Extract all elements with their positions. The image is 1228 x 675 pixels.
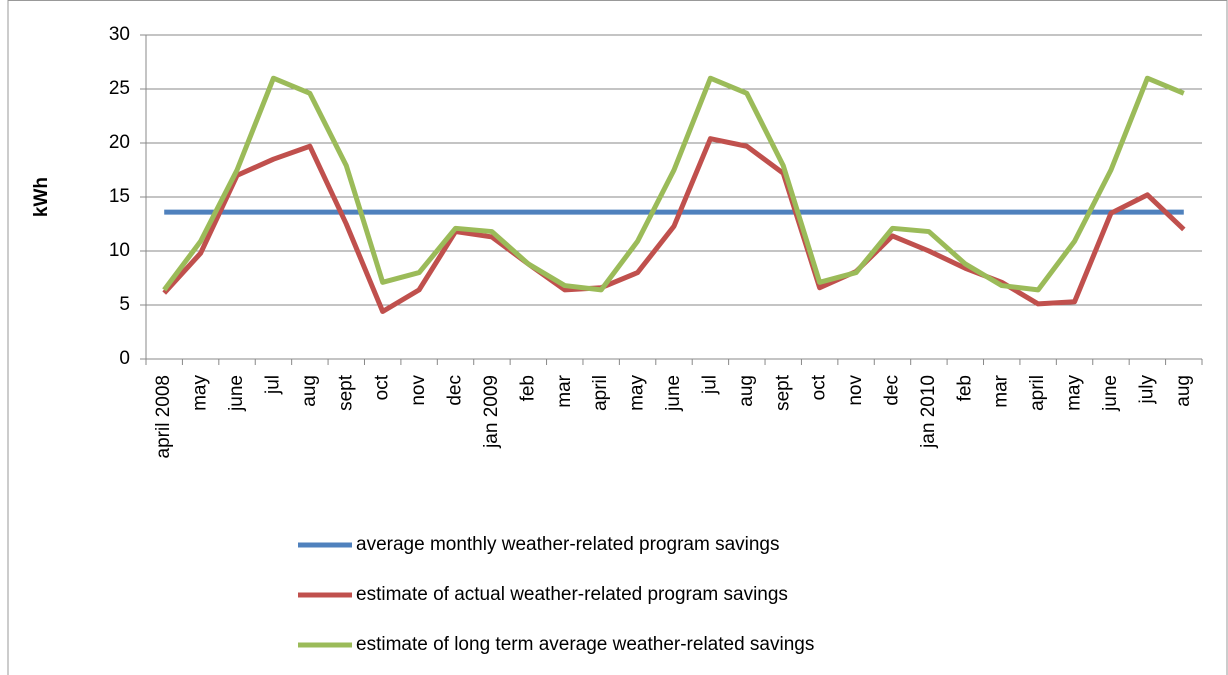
- x-tick-label: mar: [991, 374, 1012, 407]
- y-tick-label: 0: [119, 348, 130, 369]
- x-tick-label: april: [590, 375, 611, 411]
- x-tick-label: jan 2009: [481, 375, 502, 449]
- chart-border: [7, 0, 1228, 675]
- x-tick-label: dec: [881, 375, 902, 406]
- legend-label: average monthly weather-related program …: [356, 534, 780, 555]
- series-line: [162, 75, 1185, 293]
- x-tick-label: jul: [262, 375, 283, 395]
- y-tick-label: 5: [119, 294, 130, 315]
- x-tick-label: april 2008: [153, 375, 174, 458]
- x-tick-label: july: [1136, 375, 1157, 405]
- series-line: [162, 136, 1186, 314]
- x-tick-label: april: [1027, 375, 1048, 411]
- x-tick-label: june: [663, 375, 684, 412]
- x-tick-label: nov: [408, 375, 429, 406]
- x-tick-label: feb: [954, 375, 975, 401]
- x-tick-label: june: [1100, 375, 1121, 412]
- x-tick-label: aug: [299, 375, 320, 407]
- x-tick-label: aug: [1173, 375, 1194, 407]
- y-tick-label: 20: [109, 132, 130, 153]
- x-tick-label: june: [226, 375, 247, 412]
- x-tick-label: mar: [554, 374, 575, 407]
- x-tick-label: dec: [445, 375, 466, 406]
- x-tick-label: may: [627, 375, 648, 411]
- x-tick-label: sept: [335, 374, 356, 411]
- x-tick-label: feb: [517, 375, 538, 401]
- y-axis-label: kWh: [31, 177, 52, 217]
- y-tick-label: 15: [109, 186, 130, 207]
- y-tick-label: 30: [109, 24, 130, 45]
- x-tick-label: oct: [809, 374, 830, 400]
- x-tick-label: jan 2010: [918, 375, 939, 449]
- legend-label: estimate of long term average weather-re…: [356, 634, 814, 655]
- x-tick-label: may: [1064, 375, 1085, 411]
- y-tick-label: 25: [109, 78, 130, 99]
- x-tick-label: may: [190, 375, 211, 411]
- y-tick-label: 10: [109, 240, 130, 261]
- x-tick-label: jul: [699, 375, 720, 395]
- x-tick-label: aug: [736, 375, 757, 407]
- x-tick-label: sept: [772, 374, 793, 411]
- x-tick-label: nov: [845, 375, 866, 406]
- legend-label: estimate of actual weather-related progr…: [356, 584, 788, 605]
- x-tick-label: oct: [372, 374, 393, 400]
